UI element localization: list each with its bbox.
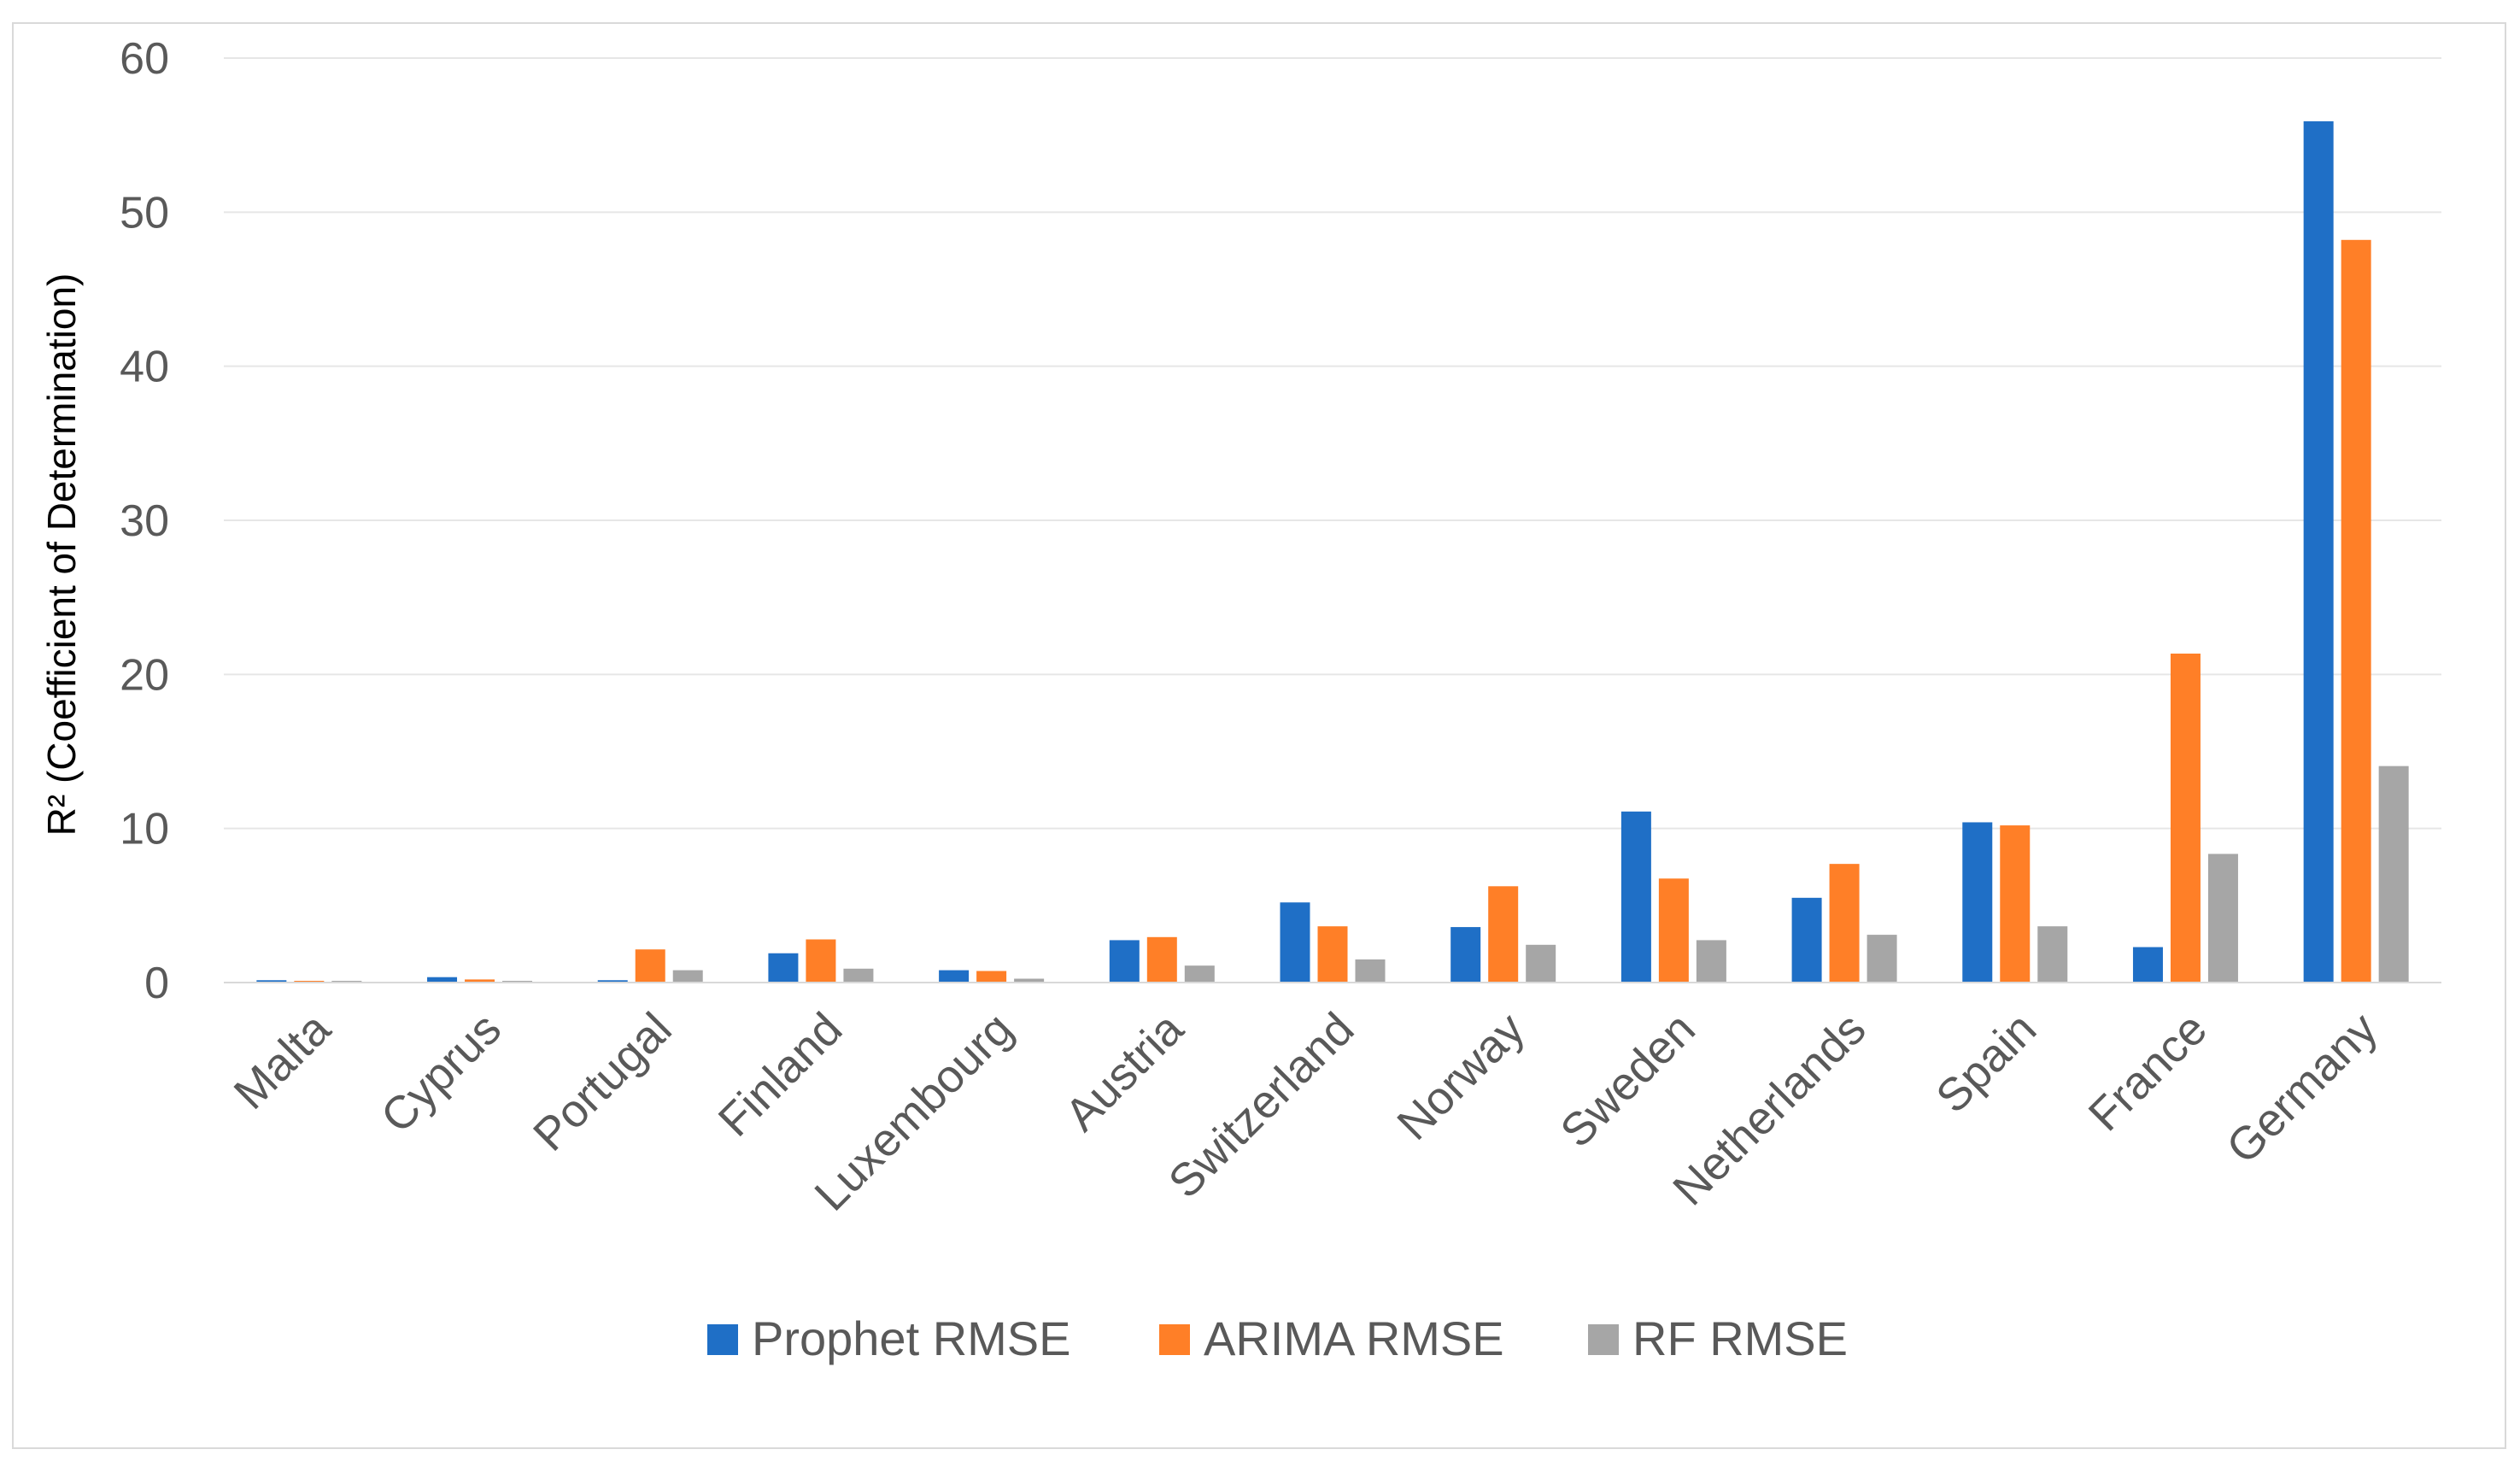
gridlines <box>224 57 2441 830</box>
bar-portugal-rf-rmse <box>672 970 703 983</box>
bar-netherlands-arima-rmse <box>1829 864 1860 983</box>
bar-austria-arima-rmse <box>1146 936 1177 983</box>
chart-frame <box>12 22 2506 1449</box>
bar-malta-prophet-rmse <box>256 980 287 983</box>
y-tick-label: 0 <box>144 959 169 1008</box>
x-tick-label-austria: Austria <box>1056 1002 1194 1141</box>
x-tick-label-finland: Finland <box>709 1003 853 1147</box>
bar-switzerland-arima-rmse <box>1317 926 1348 983</box>
bar-france-arima-rmse <box>2170 653 2201 983</box>
legend-swatch-prophet-rmse <box>707 1324 738 1355</box>
y-axis-title: R² (Coefficient of Determination) <box>39 273 84 836</box>
bar-france-prophet-rmse <box>2132 947 2163 983</box>
bar-norway-rf-rmse <box>1526 944 1556 983</box>
bar-netherlands-prophet-rmse <box>1791 897 1822 983</box>
x-tick-label-malta: Malta <box>225 1002 341 1118</box>
bar-finland-prophet-rmse <box>768 953 799 983</box>
bar-finland-arima-rmse <box>806 939 836 983</box>
legend-swatch-arima-rmse <box>1159 1324 1190 1355</box>
x-tick-label-sweden: Sweden <box>1550 1003 1704 1157</box>
bar-germany-arima-rmse <box>2341 239 2371 983</box>
bar-austria-prophet-rmse <box>1109 940 1140 983</box>
x-tick-label-spain: Spain <box>1926 1003 2046 1123</box>
y-tick-label: 60 <box>120 34 169 84</box>
legend: Prophet RMSE ARIMA RMSE RF RMSE <box>707 1311 1848 1365</box>
bar-germany-rf-rmse <box>2378 766 2409 983</box>
bar-norway-prophet-rmse <box>1450 927 1481 983</box>
bar-netherlands-rf-rmse <box>1867 935 1897 983</box>
x-tick-label-germany: Germany <box>2217 1003 2387 1173</box>
y-tick-label: 10 <box>120 805 169 854</box>
bar-sweden-rf-rmse <box>1696 940 1726 983</box>
bar-switzerland-rf-rmse <box>1355 959 1386 983</box>
bar-luxembourg-rf-rmse <box>1014 978 1045 983</box>
bar-portugal-arima-rmse <box>635 949 665 983</box>
bar-sweden-arima-rmse <box>1658 878 1689 983</box>
bar-portugal-prophet-rmse <box>597 980 628 983</box>
bar-austria-rf-rmse <box>1184 965 1215 983</box>
y-tick-label: 30 <box>120 496 169 546</box>
bar-luxembourg-prophet-rmse <box>939 970 970 983</box>
bar-cyprus-prophet-rmse <box>427 977 458 983</box>
bar-luxembourg-arima-rmse <box>976 971 1007 983</box>
bars <box>256 120 2409 983</box>
legend-label-prophet-rmse: Prophet RMSE <box>752 1311 1071 1365</box>
bar-switzerland-prophet-rmse <box>1280 902 1310 983</box>
bar-france-rf-rmse <box>2207 854 2238 983</box>
bar-finland-rf-rmse <box>843 968 874 983</box>
bar-sweden-prophet-rmse <box>1620 811 1651 983</box>
legend-label-arima-rmse: ARIMA RMSE <box>1204 1311 1504 1365</box>
y-tick-label: 20 <box>120 650 169 700</box>
x-tick-label-portugal: Portugal <box>524 1003 682 1161</box>
legend-swatch-rf-rmse <box>1588 1324 1619 1355</box>
bar-spain-prophet-rmse <box>1962 822 1993 983</box>
x-tick-label-norway: Norway <box>1387 1003 1534 1150</box>
y-axis-ticks: 0 10 20 30 40 50 60 <box>120 34 169 1008</box>
y-tick-label: 50 <box>120 188 169 238</box>
bar-germany-prophet-rmse <box>2303 120 2334 983</box>
bar-norway-arima-rmse <box>1488 886 1519 983</box>
bar-spain-arima-rmse <box>2000 825 2031 983</box>
x-tick-label-france: France <box>2079 1003 2217 1141</box>
x-tick-label-switzerland: Switzerland <box>1159 1003 1364 1208</box>
bar-spain-rf-rmse <box>2037 926 2068 983</box>
y-tick-label: 40 <box>120 343 169 392</box>
legend-label-rf-rmse: RF RMSE <box>1632 1311 1848 1365</box>
x-tick-label-cyprus: Cyprus <box>372 1003 511 1142</box>
bar-cyprus-arima-rmse <box>465 979 495 983</box>
